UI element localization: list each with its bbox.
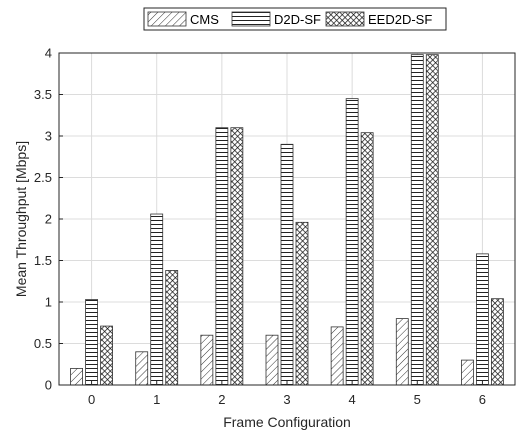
- bar-eed2d-sf-1: [165, 270, 179, 386]
- bar-cms-6: [461, 359, 474, 386]
- y-tick-label: 2: [45, 212, 52, 227]
- x-tick-label: 0: [88, 392, 95, 407]
- bars: [70, 54, 504, 386]
- bar-eed2d-sf-6: [491, 298, 504, 386]
- x-tick-label: 2: [218, 392, 225, 407]
- y-tick-label: 0.5: [34, 336, 52, 351]
- bar-d2d-sf-2: [215, 127, 229, 386]
- y-tick-label: 0: [45, 378, 52, 393]
- x-tick-label: 5: [414, 392, 421, 407]
- y-tick-label: 3.5: [34, 87, 52, 102]
- bar-eed2d-sf-0: [100, 325, 113, 386]
- bar-cms-1: [135, 351, 149, 386]
- y-tick-label: 3: [45, 129, 52, 144]
- x-axis-label: Frame Configuration: [223, 414, 351, 430]
- bar-eed2d-sf-4: [360, 132, 374, 386]
- legend-label-d2d-sf: D2D-SF: [274, 12, 321, 27]
- y-tick-label: 2.5: [34, 170, 52, 185]
- bar-d2d-sf-1: [150, 213, 164, 386]
- x-tick-label: 3: [283, 392, 290, 407]
- bar-cms-3: [265, 334, 279, 386]
- legend-swatch-eed2d-sf: [325, 11, 365, 27]
- x-tick-label: 6: [479, 392, 486, 407]
- bar-eed2d-sf-2: [230, 127, 244, 386]
- bar-d2d-sf-0: [85, 299, 98, 386]
- legend-box: [143, 7, 447, 31]
- x-tick-label: 1: [153, 392, 160, 407]
- legend-swatch-cms: [147, 11, 187, 27]
- bar-cms-2: [200, 334, 214, 386]
- bar-eed2d-sf-5: [425, 54, 439, 386]
- bar-cms-0: [70, 367, 83, 386]
- y-tick-label: 4: [45, 46, 52, 61]
- bar-d2d-sf-4: [345, 98, 359, 386]
- y-axis-label: Mean Throughput [Mbps]: [13, 141, 29, 297]
- y-tick-label: 1.5: [34, 253, 52, 268]
- bar-d2d-sf-6: [476, 253, 489, 386]
- x-tick-label: 4: [349, 392, 356, 407]
- bar-d2d-sf-3: [280, 143, 294, 386]
- bar-eed2d-sf-3: [295, 221, 309, 386]
- legend: CMS D2D-SF EED2D-SF: [143, 7, 447, 31]
- bar-d2d-sf-5: [410, 54, 424, 386]
- legend-swatch-d2d-sf: [231, 11, 271, 27]
- legend-label-eed2d-sf: EED2D-SF: [368, 12, 432, 27]
- bar-cms-5: [395, 318, 409, 386]
- y-tick-label: 1: [45, 295, 52, 310]
- axis-ticks: 0 0.5 1 1.5 2 2.5 3 3.5 4 0 1 2 3 4 5 6: [34, 46, 486, 408]
- legend-label-cms: CMS: [190, 12, 219, 27]
- bar-cms-4: [330, 326, 344, 386]
